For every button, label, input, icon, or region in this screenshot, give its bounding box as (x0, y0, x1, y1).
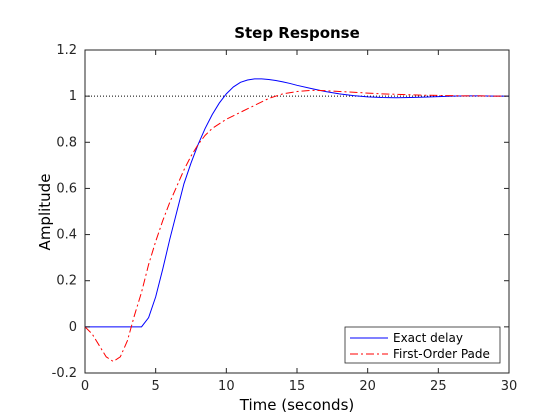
chart-title: Step Response (234, 24, 360, 42)
x-tick-label: 25 (430, 379, 447, 394)
series-line-first-order-pade (84, 89, 509, 363)
legend-label-exact-delay: Exact delay (393, 331, 463, 345)
y-tick-label: 0.4 (56, 228, 77, 243)
legend: Exact delay First-Order Pade (344, 326, 501, 364)
y-tick-label: -0.2 (52, 366, 77, 381)
x-tick-label: 0 (81, 379, 89, 394)
series-layer (84, 78, 509, 363)
x-axis-title: Time (seconds) (239, 396, 355, 414)
axes-box (84, 49, 510, 374)
legend-box (344, 326, 501, 364)
tick-label-layer: 0 5 10 15 20 25 30 -0.2 0 0.2 0.4 0.6 0.8 1 1.2 (52, 43, 518, 394)
y-tick-label: 1 (69, 89, 77, 104)
tick-layer (84, 49, 510, 374)
y-tick-label: 0 (69, 320, 77, 335)
x-tick-label: 5 (152, 379, 160, 394)
y-tick-label: 0.8 (56, 135, 77, 150)
series-line-exact-delay (85, 78, 509, 328)
x-tick-label: 10 (218, 379, 235, 394)
y-tick-label: 0.2 (56, 274, 77, 289)
x-tick-label: 20 (359, 379, 376, 394)
y-tick-label: 1.2 (56, 43, 77, 58)
legend-label-first-order-pade: First-Order Pade (393, 347, 490, 361)
x-tick-label: 30 (501, 379, 518, 394)
y-axis-title: Amplitude (36, 174, 54, 251)
y-tick-label: 0.6 (56, 181, 77, 196)
x-tick-label: 15 (289, 379, 306, 394)
